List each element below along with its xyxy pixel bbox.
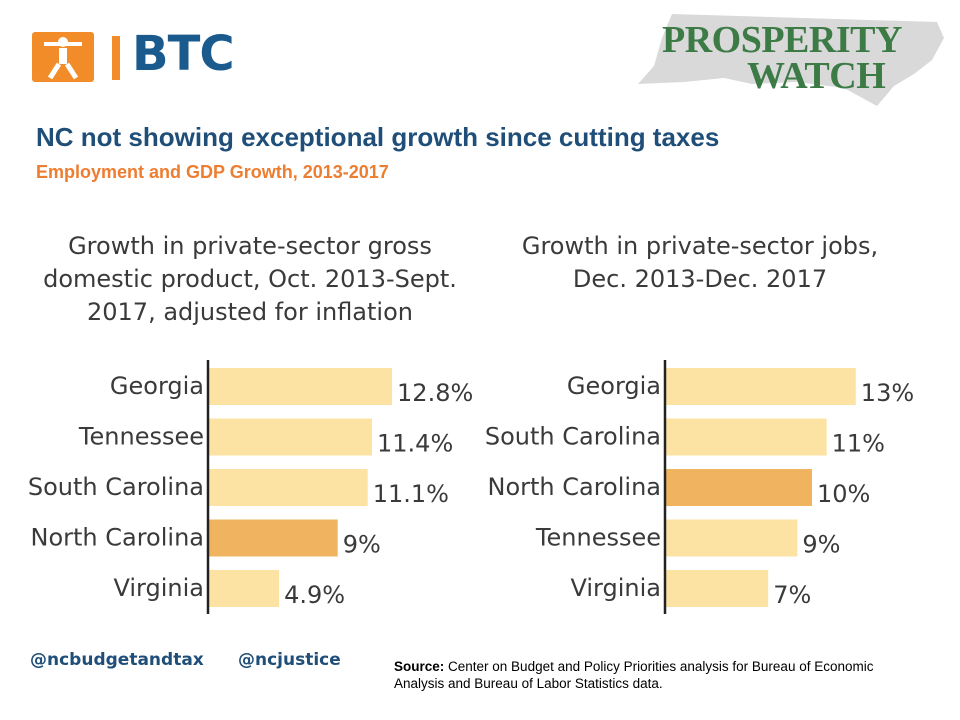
jobs-value-label-1: 11%: [832, 430, 885, 458]
gdp-value-label-0: 12.8%: [397, 379, 473, 407]
btc-logo-divider: [112, 36, 120, 80]
gdp-chart-title-line3: 2017, adjusted for inflation: [86, 298, 413, 326]
jobs-chart-title-line2: Dec. 2013-Dec. 2017: [572, 265, 828, 293]
gdp-bar-0: [209, 368, 393, 405]
gdp-value-label-4: 4.9%: [284, 581, 345, 609]
gdp-value-label-3: 9%: [343, 531, 381, 559]
jobs-category-label-4: Virginia: [571, 574, 662, 602]
gdp-bar-2: [209, 469, 368, 506]
gdp-category-label-4: Virginia: [114, 574, 205, 602]
gdp-chart-title: Growth in private-sector gross domestic …: [30, 230, 470, 329]
twitter-handle-ncjustice[interactable]: @ncjustice: [238, 650, 341, 670]
page-title: NC not showing exceptional growth since …: [36, 122, 720, 152]
jobs-chart-title: Growth in private-sector jobs, Dec. 2013…: [490, 230, 910, 296]
jobs-value-label-4: 7%: [773, 581, 811, 609]
gdp-value-label-2: 11.1%: [373, 480, 449, 508]
jobs-bar-0: [666, 368, 856, 405]
jobs-chart-title-line1: Growth in private-sector jobs,: [521, 232, 879, 260]
jobs-category-label-3: Tennessee: [535, 524, 661, 552]
btc-person-icon: [32, 32, 94, 82]
gdp-category-label-2: South Carolina: [28, 473, 204, 501]
jobs-bar-4: [666, 570, 769, 607]
gdp-category-label-0: Georgia: [110, 372, 204, 400]
jobs-category-label-0: Georgia: [567, 372, 661, 400]
jobs-category-label-2: North Carolina: [488, 473, 662, 501]
twitter-handle-ncbudgetandtax[interactable]: @ncbudgetandtax: [30, 650, 204, 670]
jobs-value-label-2: 10%: [817, 480, 870, 508]
jobs-value-label-3: 9%: [802, 531, 840, 559]
gdp-chart-title-line1: Growth in private-sector gross: [68, 232, 432, 260]
gdp-bar-3: [209, 519, 338, 557]
gdp-bar-4: [209, 570, 280, 607]
pw-logo-line2: WATCH: [747, 55, 886, 97]
gdp-category-label-1: Tennessee: [78, 423, 204, 451]
gdp-value-label-1: 11.4%: [377, 430, 453, 458]
pw-logo-line1: PROSPERITY: [662, 19, 902, 61]
jobs-bar-3: [666, 519, 798, 557]
source-label: Source:: [394, 659, 445, 674]
source-note: Source: Center on Budget and Policy Prio…: [394, 658, 914, 692]
source-text: Center on Budget and Policy Priorities a…: [394, 659, 874, 691]
gdp-bar-1: [209, 418, 373, 456]
prosperity-watch-logo: PROSPERITY WATCH: [632, 8, 947, 116]
jobs-bar-1: [666, 418, 827, 456]
gdp-chart-title-line2: domestic product, Oct. 2013-Sept.: [43, 265, 457, 293]
btc-logo-text: BTC: [132, 26, 235, 82]
north-carolina-map-icon: [638, 14, 944, 106]
jobs-bar-2: [666, 469, 812, 506]
jobs-category-label-1: South Carolina: [485, 423, 661, 451]
gdp-category-label-3: North Carolina: [31, 524, 205, 552]
btc-logo: BTC: [32, 26, 235, 86]
page-subtitle: Employment and GDP Growth, 2013-2017: [36, 162, 389, 182]
jobs-value-label-0: 13%: [861, 379, 914, 407]
